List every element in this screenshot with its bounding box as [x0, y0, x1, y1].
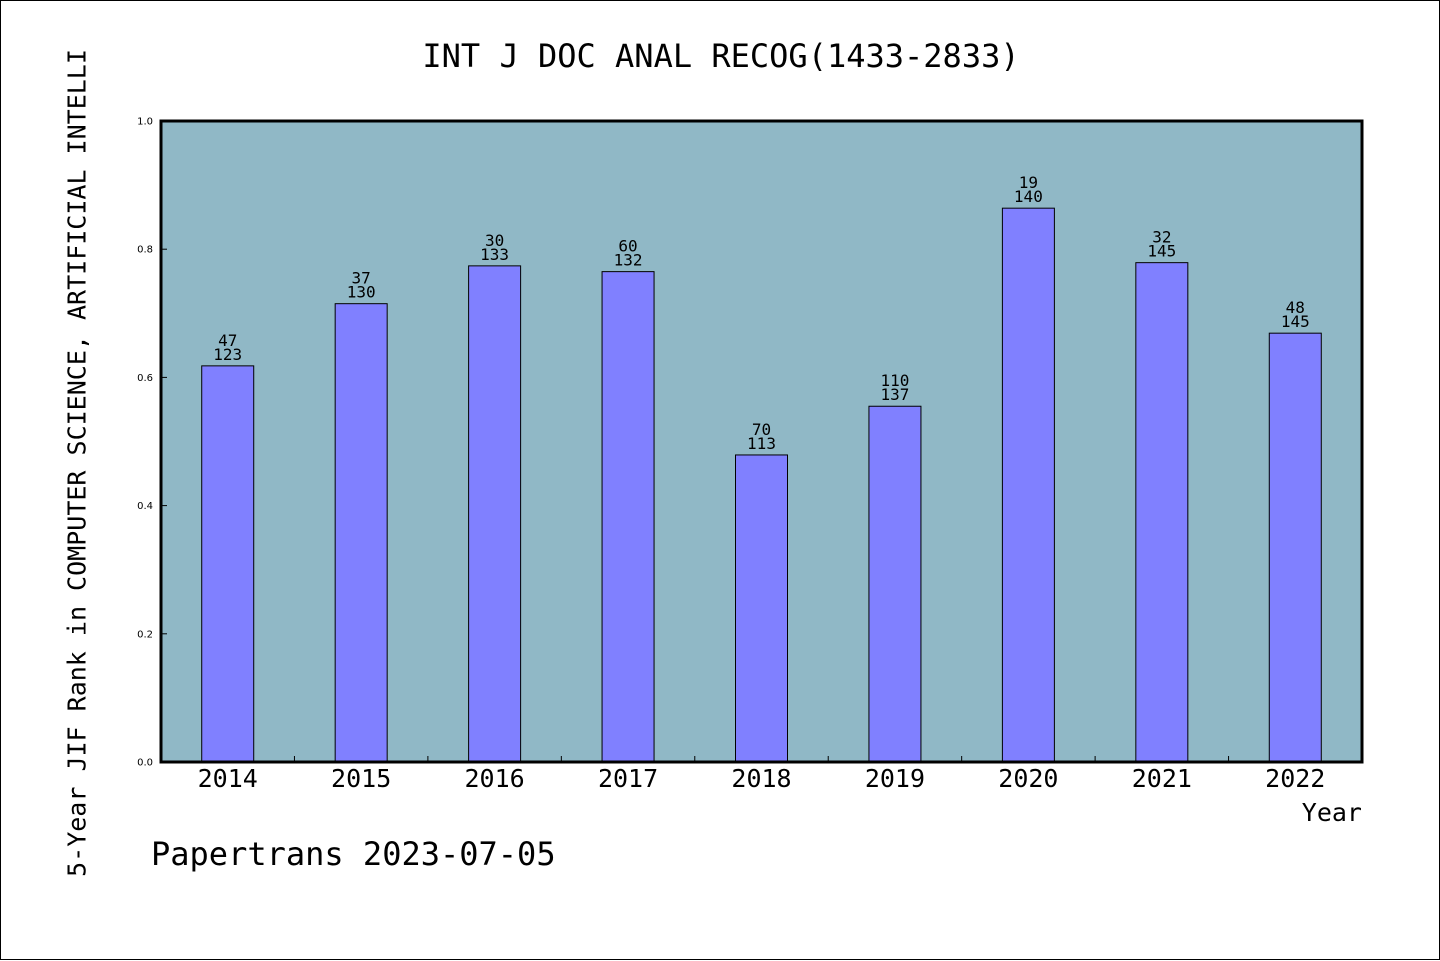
bar — [334, 303, 388, 763]
bar-rank-label: 110 — [880, 371, 909, 390]
x-tick-label: 2021 — [1132, 764, 1192, 793]
bar — [468, 265, 522, 763]
bar-total-label: 132 — [614, 251, 643, 270]
bar-rank-label: 30 — [485, 231, 504, 250]
bar-total-label: 133 — [480, 245, 509, 264]
x-tick-label: 2019 — [865, 764, 925, 793]
x-tick-label: 2014 — [198, 764, 258, 793]
bar — [201, 365, 255, 763]
x-tick-label: 2020 — [998, 764, 1058, 793]
bar-rank-label: 37 — [352, 269, 371, 288]
chart-title: INT J DOC ANAL RECOG(1433-2833) — [422, 37, 1020, 75]
bar-total-label: 137 — [880, 385, 909, 404]
bar — [868, 405, 922, 763]
bar-total-label: 123 — [213, 345, 242, 364]
bar — [1268, 332, 1322, 763]
footer-text: Papertrans 2023-07-05 — [151, 835, 556, 873]
y-tick-label: 0.6 — [137, 373, 153, 384]
x-tick-label: 2017 — [598, 764, 658, 793]
bar — [1001, 207, 1055, 763]
x-tick-label: 2022 — [1265, 764, 1325, 793]
bar — [735, 454, 788, 763]
bar-total-label: 145 — [1281, 312, 1310, 331]
bar-rank-label: 60 — [618, 237, 637, 256]
y-tick-label: 0.2 — [137, 629, 153, 640]
bar-total-label: 140 — [1014, 187, 1043, 206]
bar — [601, 271, 655, 763]
x-tick-label: 2018 — [731, 764, 791, 793]
x-axis-label: Year — [1302, 798, 1362, 827]
bar — [1135, 262, 1189, 763]
bar-total-label: 145 — [1147, 242, 1176, 261]
y-tick-label: 0.0 — [137, 758, 153, 769]
bar-rank-label: 48 — [1286, 298, 1305, 317]
y-tick-label: 0.8 — [137, 245, 153, 256]
x-tick-label: 2015 — [331, 764, 391, 793]
bar-rank-label: 70 — [752, 420, 771, 439]
plot-border — [159, 119, 1364, 764]
bar-rank-label: 32 — [1152, 228, 1171, 247]
bar-total-label: 113 — [747, 434, 776, 453]
bar-rank-label: 19 — [1019, 173, 1038, 192]
y-tick-label: 1.0 — [137, 117, 153, 128]
bar-rank-label: 47 — [218, 331, 237, 350]
y-tick-label: 0.4 — [137, 501, 153, 512]
x-tick-label: 2016 — [465, 764, 525, 793]
bar-total-label: 130 — [347, 283, 376, 302]
